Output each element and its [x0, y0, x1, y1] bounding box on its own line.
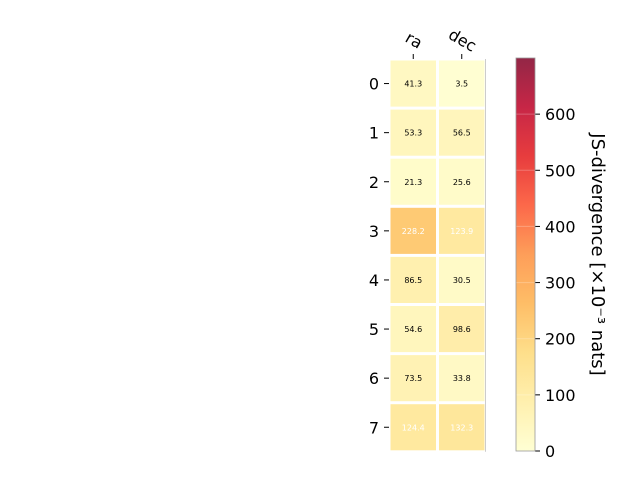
colorbar-tick-label: 400 — [545, 217, 576, 236]
colorbar-outline — [515, 57, 536, 452]
row-tick-label: 7 — [369, 418, 379, 437]
cell-value-label: 56.5 — [453, 129, 471, 138]
heatmap-cell — [439, 207, 485, 254]
colorbar-gradient — [516, 58, 535, 451]
colorbar: 0 100 200 300 400 500 600 JS-divergence [×10⁻³ … — [515, 57, 608, 461]
heatmap-cell — [390, 355, 436, 402]
heatmap-cell — [439, 109, 485, 156]
cell-value-label: 86.5 — [404, 276, 422, 285]
heatmap-cell — [439, 256, 485, 303]
colorbar-tick-label: 300 — [545, 274, 576, 293]
cell-value-label: 33.8 — [453, 374, 471, 383]
cell-value-label: 73.5 — [404, 374, 422, 383]
heatmap-plot: 41.3 3.5 53.3 56.5 21.3 25.6 228.2 123.9 86.5 30.… — [369, 25, 486, 452]
row-tick-label: 0 — [369, 75, 379, 94]
heatmap-cell — [439, 404, 485, 451]
row-tick-label: 1 — [369, 124, 379, 143]
colorbar-label: JS-divergence [×10⁻³ nats] — [587, 132, 608, 375]
colorbar-tick-label: 100 — [545, 386, 576, 405]
row-tick-label: 5 — [369, 320, 379, 339]
cell-value-label: 123.9 — [450, 227, 473, 236]
cell-value-label: 25.6 — [453, 178, 471, 187]
colorbar-tick-label: 0 — [545, 442, 555, 461]
heatmap-cell — [439, 158, 485, 205]
heatmap-cell — [390, 207, 436, 254]
cell-value-label: 30.5 — [453, 276, 471, 285]
heatmap-cell — [390, 256, 436, 303]
cell-value-label: 21.3 — [404, 178, 422, 187]
colorbar-tick-label: 600 — [545, 105, 576, 124]
row-tick-label: 3 — [369, 222, 379, 241]
row-tick-label: 4 — [369, 271, 379, 290]
heatmap-cell — [439, 60, 485, 107]
cell-value-label: 124.4 — [402, 423, 425, 432]
cell-value-label: 98.6 — [453, 325, 471, 334]
cell-value-label: 53.3 — [404, 129, 422, 138]
cell-value-label: 132.3 — [450, 423, 473, 432]
cell-value-label: 3.5 — [455, 80, 468, 89]
cell-value-label: 54.6 — [404, 325, 422, 334]
column-tick-label: ra — [402, 28, 426, 53]
cell-value-label: 228.2 — [402, 227, 425, 236]
heatmap-cell — [390, 60, 436, 107]
row-tick-label: 2 — [369, 173, 379, 192]
column-tick-label: dec — [445, 25, 479, 56]
cell-value-label: 41.3 — [404, 80, 422, 89]
row-tick-label: 6 — [369, 369, 379, 388]
heatmap-cell — [390, 158, 436, 205]
heatmap-cell — [390, 109, 436, 156]
heatmap-cell — [390, 306, 436, 353]
heatmap-cell — [439, 355, 485, 402]
colorbar-tick-label: 200 — [545, 330, 576, 349]
heatmap-cell — [439, 306, 485, 353]
heatmap-cell — [390, 404, 436, 451]
colorbar-tick-label: 500 — [545, 161, 576, 180]
